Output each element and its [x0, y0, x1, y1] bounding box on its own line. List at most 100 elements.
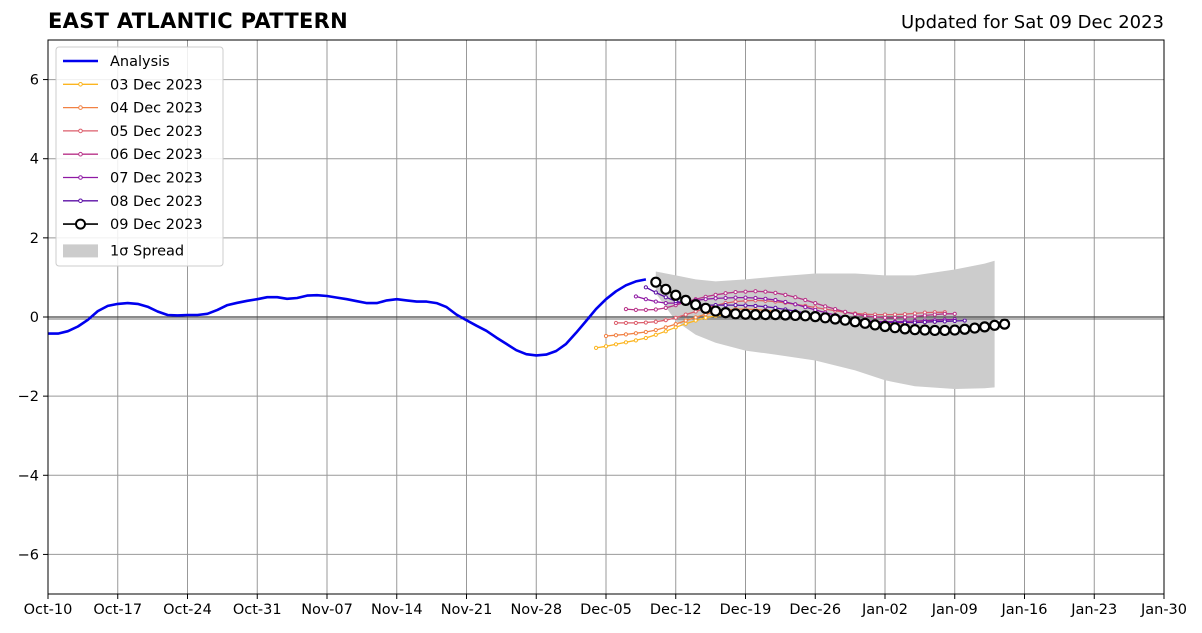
forecast-point	[733, 299, 738, 304]
forecast-point	[663, 329, 668, 334]
forecast-point	[763, 289, 768, 294]
x-tick-label: Dec-26	[789, 602, 841, 618]
forecast-point	[693, 315, 698, 320]
legend-forecast-marker	[78, 128, 83, 134]
x-tick-label: Jan-09	[931, 602, 978, 618]
forecast-point	[743, 303, 748, 308]
forecast-point	[633, 294, 638, 299]
legend-forecast-label: 03 Dec 2023	[110, 77, 203, 93]
forecast-point	[643, 307, 648, 312]
legend-forecast-label: 04 Dec 2023	[110, 101, 203, 117]
forecast-point	[723, 303, 728, 308]
legend-forecast-label: 05 Dec 2023	[110, 124, 203, 140]
forecast-point	[763, 296, 768, 301]
forecast-point	[623, 332, 629, 337]
forecast-point	[603, 333, 609, 339]
forecast-point	[710, 305, 722, 317]
series-forecast-6	[650, 276, 1011, 337]
forecast-point	[813, 301, 818, 306]
forecast-point	[733, 303, 738, 308]
forecast-point	[823, 304, 828, 309]
forecast-point	[773, 297, 778, 303]
forecast-point	[653, 319, 658, 324]
forecast-point	[769, 309, 781, 321]
forecast-point	[789, 309, 801, 322]
forecast-point	[703, 315, 708, 320]
forecast-point	[733, 289, 738, 295]
forecast-point	[623, 340, 629, 345]
forecast-point	[663, 305, 668, 310]
forecast-point	[743, 295, 748, 300]
forecast-point	[723, 295, 728, 301]
forecast-point	[660, 283, 672, 295]
forecast-point	[813, 307, 818, 312]
forecast-point	[859, 317, 871, 329]
forecast-point	[670, 289, 682, 301]
forecast-line	[616, 299, 945, 324]
y-axis: 6 4 2 0 −2 −4 −6	[18, 73, 48, 563]
forecast-point	[673, 315, 678, 320]
y-tick-label: 2	[30, 231, 39, 247]
x-tick-label: Nov-07	[301, 602, 353, 618]
forecast-point	[819, 312, 831, 324]
x-tick-label: Oct-24	[163, 602, 212, 618]
forecast-point	[753, 295, 758, 301]
forecast-point	[783, 299, 788, 305]
forecast-point	[623, 320, 629, 326]
legend-box	[55, 46, 224, 267]
series-analysis-line	[48, 278, 647, 357]
legend-forecast-marker	[78, 151, 83, 157]
forecast-point	[650, 276, 662, 288]
legend-forecast-marker	[78, 198, 83, 204]
x-tick-label: Jan-02	[861, 602, 908, 618]
forecast-point	[613, 342, 619, 347]
x-tick-label: Nov-14	[371, 602, 423, 618]
forecast-point	[593, 345, 599, 350]
forecast-point	[613, 320, 619, 326]
forecast-point	[912, 314, 917, 319]
forecast-point	[633, 307, 638, 312]
forecast-point	[633, 320, 638, 326]
x-axis: Oct-10 Oct-17 Oct-24 Oct-31 Nov-07 Nov-14 Nov-…	[24, 594, 1187, 618]
forecast-point	[882, 315, 888, 320]
forecast-point	[683, 312, 688, 317]
forecast-point	[713, 292, 718, 297]
legend-spread-swatch	[63, 244, 98, 258]
forecast-point	[673, 322, 678, 327]
forecast-point	[633, 331, 638, 336]
x-tick-label: Jan-16	[1000, 602, 1047, 618]
forecast-point	[663, 301, 668, 306]
legend-forecast-marker	[78, 175, 83, 180]
forecast-point	[623, 306, 629, 312]
y-tick-label: 4	[30, 152, 39, 168]
x-tick-label: Dec-05	[580, 602, 632, 618]
x-tick-label: Jan-30	[1140, 602, 1187, 618]
forecast-point	[643, 297, 648, 302]
forecast-point	[719, 307, 732, 319]
x-tick-label: Oct-17	[93, 602, 142, 618]
legend-forecast-label: 07 Dec 2023	[110, 171, 203, 187]
y-tick-label: 6	[30, 73, 39, 89]
forecast-point	[959, 323, 971, 335]
x-tick-label: Oct-31	[233, 602, 282, 618]
forecast-point	[723, 291, 728, 296]
forecast-point	[899, 323, 911, 335]
forecast-point	[763, 304, 768, 309]
forecast-point	[683, 318, 688, 323]
forecast-point	[753, 289, 758, 294]
forecast-point	[809, 311, 821, 323]
x-tick-label: Nov-28	[510, 602, 562, 618]
x-tick-label: Dec-12	[650, 602, 702, 618]
forecast-point	[969, 322, 981, 334]
forecast-point	[919, 324, 931, 336]
forecast-point	[773, 290, 778, 295]
legend: Analysis 03 Dec 2023 04 Dec 2023 05 Dec 202…	[55, 46, 224, 267]
forecast-point	[743, 289, 748, 294]
forecast-point	[643, 320, 648, 325]
forecast-point	[912, 320, 917, 325]
forecast-point	[690, 299, 702, 311]
forecast-point	[653, 299, 658, 304]
spread-band	[655, 260, 995, 389]
y-tick-label: −6	[18, 547, 39, 563]
